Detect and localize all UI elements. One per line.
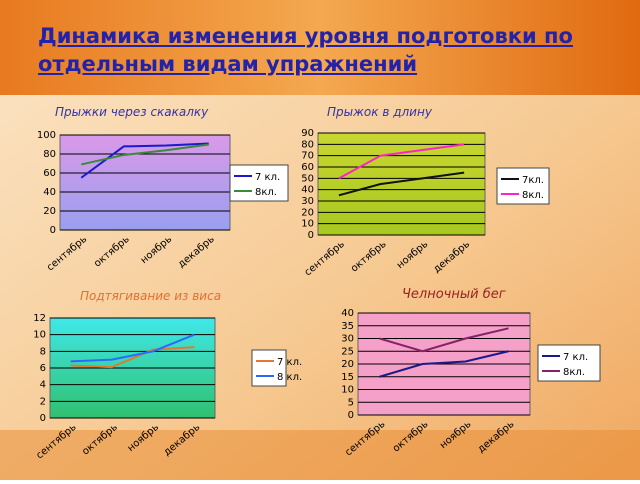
- plot-area: [317, 132, 486, 236]
- legend-box: [537, 344, 601, 382]
- y-tick-label: 35: [341, 321, 354, 332]
- legend-label: 8кл.: [522, 190, 544, 201]
- y-tick-label: 40: [301, 185, 314, 196]
- legend-label: 7 кл.: [255, 172, 280, 183]
- y-tick-label: 10: [33, 330, 46, 341]
- footer-band: [0, 430, 640, 480]
- y-tick-label: 0: [308, 230, 314, 241]
- series-line: [70, 346, 195, 369]
- y-tick-label: 20: [301, 207, 314, 218]
- y-tick-label: 5: [348, 397, 354, 408]
- legend-label: 8кл.: [563, 367, 585, 378]
- y-tick-label: 0: [40, 413, 46, 424]
- y-tick-label: 8: [40, 346, 46, 357]
- y-tick-label: 10: [301, 219, 314, 230]
- series-line: [379, 327, 509, 353]
- chart-title: Челночный бег: [402, 287, 506, 302]
- legend-box: [496, 167, 550, 205]
- series-line: [338, 171, 465, 197]
- legend-label: 8 кл.: [277, 372, 302, 383]
- series-line: [70, 333, 195, 363]
- chart-title: Прыжок в длину: [327, 105, 433, 119]
- y-tick-label: 15: [341, 372, 354, 383]
- y-tick-label: 100: [37, 130, 56, 141]
- header-band: [0, 0, 640, 95]
- title-box: Динамика изменения уровня подготовки по …: [38, 24, 573, 76]
- y-tick-label: 70: [301, 151, 314, 162]
- y-tick-label: 4: [40, 380, 46, 391]
- legend-label: 7кл.: [522, 175, 544, 186]
- y-tick-label: 60: [43, 168, 56, 179]
- legend-label: 8кл.: [255, 187, 277, 198]
- y-tick-label: 20: [43, 206, 56, 217]
- y-tick-label: 50: [301, 173, 314, 184]
- y-tick-label: 12: [33, 313, 46, 324]
- legend-label: 7 кл.: [563, 352, 588, 363]
- legend-box: [251, 349, 287, 387]
- y-tick-label: 20: [341, 359, 354, 370]
- y-tick-label: 40: [341, 308, 354, 319]
- y-tick-label: 10: [341, 385, 354, 396]
- y-tick-label: 0: [50, 225, 56, 236]
- y-tick-label: 0: [348, 410, 354, 421]
- series-line: [379, 350, 509, 378]
- y-tick-label: 30: [301, 196, 314, 207]
- series-line: [338, 143, 465, 180]
- y-tick-label: 80: [43, 149, 56, 160]
- slide-title: Динамика изменения уровня подготовки по …: [38, 24, 573, 76]
- y-tick-label: 30: [341, 334, 354, 345]
- legend-label: 7 кл.: [277, 357, 302, 368]
- y-tick-label: 40: [43, 187, 56, 198]
- y-tick-label: 25: [341, 346, 354, 357]
- chart-title: Подтягивание из виса: [80, 289, 221, 303]
- legend-box: [229, 164, 289, 202]
- series-line: [81, 143, 209, 166]
- y-tick-label: 90: [301, 128, 314, 139]
- plot-area: [59, 134, 231, 231]
- chart-title: Прыжки через скакалку: [55, 105, 209, 119]
- y-tick-label: 6: [40, 363, 46, 374]
- y-tick-label: 2: [40, 396, 46, 407]
- series-line: [80, 142, 209, 179]
- y-tick-label: 60: [301, 162, 314, 173]
- y-tick-label: 80: [301, 139, 314, 150]
